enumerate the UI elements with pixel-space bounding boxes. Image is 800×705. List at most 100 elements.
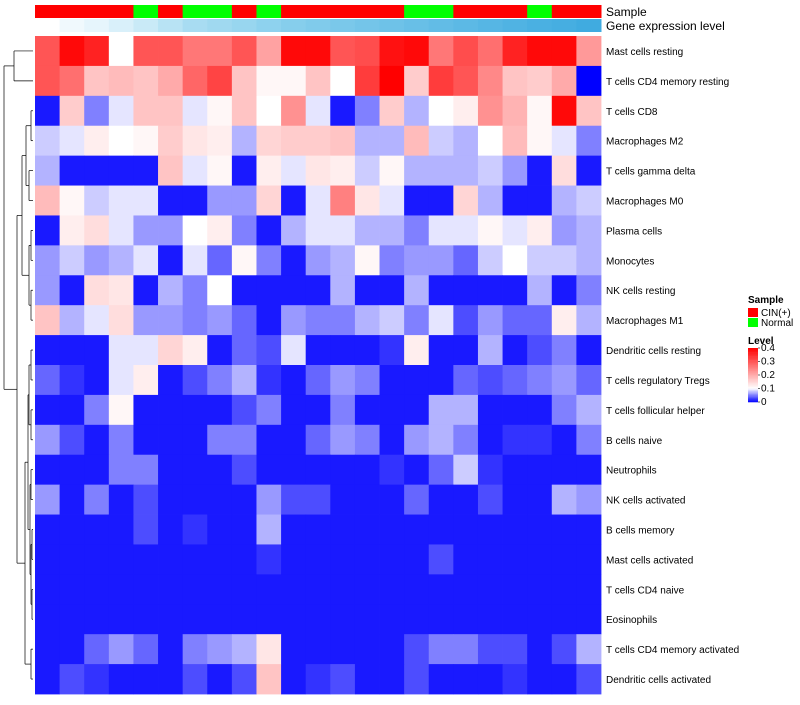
heatmap-cell xyxy=(502,125,528,157)
heatmap-cell xyxy=(305,424,331,456)
heatmap-cell xyxy=(256,365,282,396)
heatmap-cell xyxy=(404,245,430,276)
heatmap-cell xyxy=(158,275,184,306)
heatmap-cell xyxy=(551,305,577,336)
expression-annotation-cell xyxy=(281,19,307,32)
row-label: T cells gamma delta xyxy=(606,167,696,178)
row-label: NK cells resting xyxy=(606,286,675,297)
heatmap-cell xyxy=(256,275,282,306)
sample-annotation-cell xyxy=(158,5,184,18)
heatmap-cell xyxy=(428,604,454,635)
heatmap-cell xyxy=(84,664,110,695)
heatmap-cell xyxy=(404,95,430,127)
heatmap-cell xyxy=(551,335,577,366)
heatmap-cell xyxy=(231,36,257,67)
heatmap-cell xyxy=(576,335,602,366)
legend-swatch xyxy=(748,318,758,327)
heatmap-cell xyxy=(502,95,528,127)
heatmap-cell xyxy=(35,155,61,186)
heatmap-cell xyxy=(354,634,380,665)
colorbar-segment xyxy=(748,376,758,378)
heatmap-cell xyxy=(354,365,380,396)
heatmap-cell xyxy=(305,365,331,396)
heatmap-cell xyxy=(477,335,503,366)
heatmap-cell xyxy=(477,36,503,67)
heatmap-cell xyxy=(133,185,159,216)
heatmap-cell xyxy=(84,484,110,515)
colorbar-segment xyxy=(748,362,758,365)
row-label: Mast cells resting xyxy=(606,47,683,58)
heatmap-cell xyxy=(207,574,233,605)
heatmap-cell xyxy=(527,664,553,695)
row-label: T cells CD4 memory resting xyxy=(606,77,729,88)
heatmap-cell xyxy=(108,394,134,426)
heatmap-cell xyxy=(354,275,380,306)
heatmap-cell xyxy=(330,305,356,336)
heatmap-cell xyxy=(158,394,184,426)
heatmap-cell xyxy=(477,365,503,396)
heatmap-cell xyxy=(527,574,553,605)
heatmap-cell xyxy=(527,305,553,336)
colorbar-segment xyxy=(748,361,758,364)
heatmap-cell xyxy=(256,36,282,67)
heatmap-cell xyxy=(551,65,577,97)
heatmap-cell xyxy=(453,634,479,665)
heatmap-cell xyxy=(453,424,479,456)
heatmap-cell xyxy=(281,335,307,366)
heatmap-cell xyxy=(354,215,380,246)
heatmap-cell xyxy=(305,305,331,336)
heatmap-cell xyxy=(576,604,602,635)
heatmap-cell xyxy=(502,454,528,486)
heatmap-cell xyxy=(59,125,85,157)
sample-annotation-cell xyxy=(182,5,208,18)
heatmap-cell xyxy=(453,36,479,67)
heatmap-cell xyxy=(35,454,61,486)
heatmap-cell xyxy=(84,454,110,486)
colorbar-tick-label: 0.3 xyxy=(761,357,775,368)
heatmap-cell xyxy=(207,155,233,186)
heatmap-cell xyxy=(35,215,61,246)
heatmap-cell xyxy=(158,634,184,665)
expression-annotation-cell xyxy=(35,19,61,32)
heatmap-cell xyxy=(404,65,430,97)
heatmap-cell xyxy=(108,125,134,157)
heatmap-cell xyxy=(354,36,380,67)
heatmap-cell xyxy=(453,454,479,486)
heatmap-cell xyxy=(404,544,430,575)
heatmap-cell xyxy=(84,604,110,635)
colorbar-segment xyxy=(748,358,758,361)
heatmap-cell xyxy=(551,664,577,695)
expression-annotation-cell xyxy=(108,19,134,32)
heatmap-cell xyxy=(428,544,454,575)
row-label: T cells follicular helper xyxy=(606,406,705,417)
heatmap-cell xyxy=(330,664,356,695)
heatmap-cell xyxy=(527,65,553,97)
heatmap-cell xyxy=(108,484,134,515)
heatmap-cell xyxy=(158,514,184,545)
heatmap-cell xyxy=(231,544,257,575)
heatmap-cell xyxy=(182,394,208,426)
heatmap-cell xyxy=(404,514,430,545)
heatmap-cell xyxy=(182,604,208,635)
sample-annotation-cell xyxy=(404,5,430,18)
heatmap-cell xyxy=(158,454,184,486)
heatmap-cell xyxy=(84,245,110,276)
expression-annotation-cell xyxy=(576,19,602,32)
heatmap-cell xyxy=(182,36,208,67)
heatmap-cell xyxy=(330,335,356,366)
heatmap-cell xyxy=(330,95,356,127)
heatmap-cell xyxy=(404,335,430,366)
heatmap-cell xyxy=(207,484,233,515)
heatmap-cell xyxy=(305,514,331,545)
heatmap-cell xyxy=(158,664,184,695)
heatmap-cell xyxy=(182,424,208,456)
heatmap-cell xyxy=(207,65,233,97)
heatmap-cell xyxy=(281,215,307,246)
heatmap-cell xyxy=(502,484,528,515)
heatmap-cell xyxy=(108,574,134,605)
heatmap-cell xyxy=(35,634,61,665)
heatmap-cell xyxy=(231,125,257,157)
heatmap-cell xyxy=(428,245,454,276)
heatmap-cell xyxy=(231,65,257,97)
